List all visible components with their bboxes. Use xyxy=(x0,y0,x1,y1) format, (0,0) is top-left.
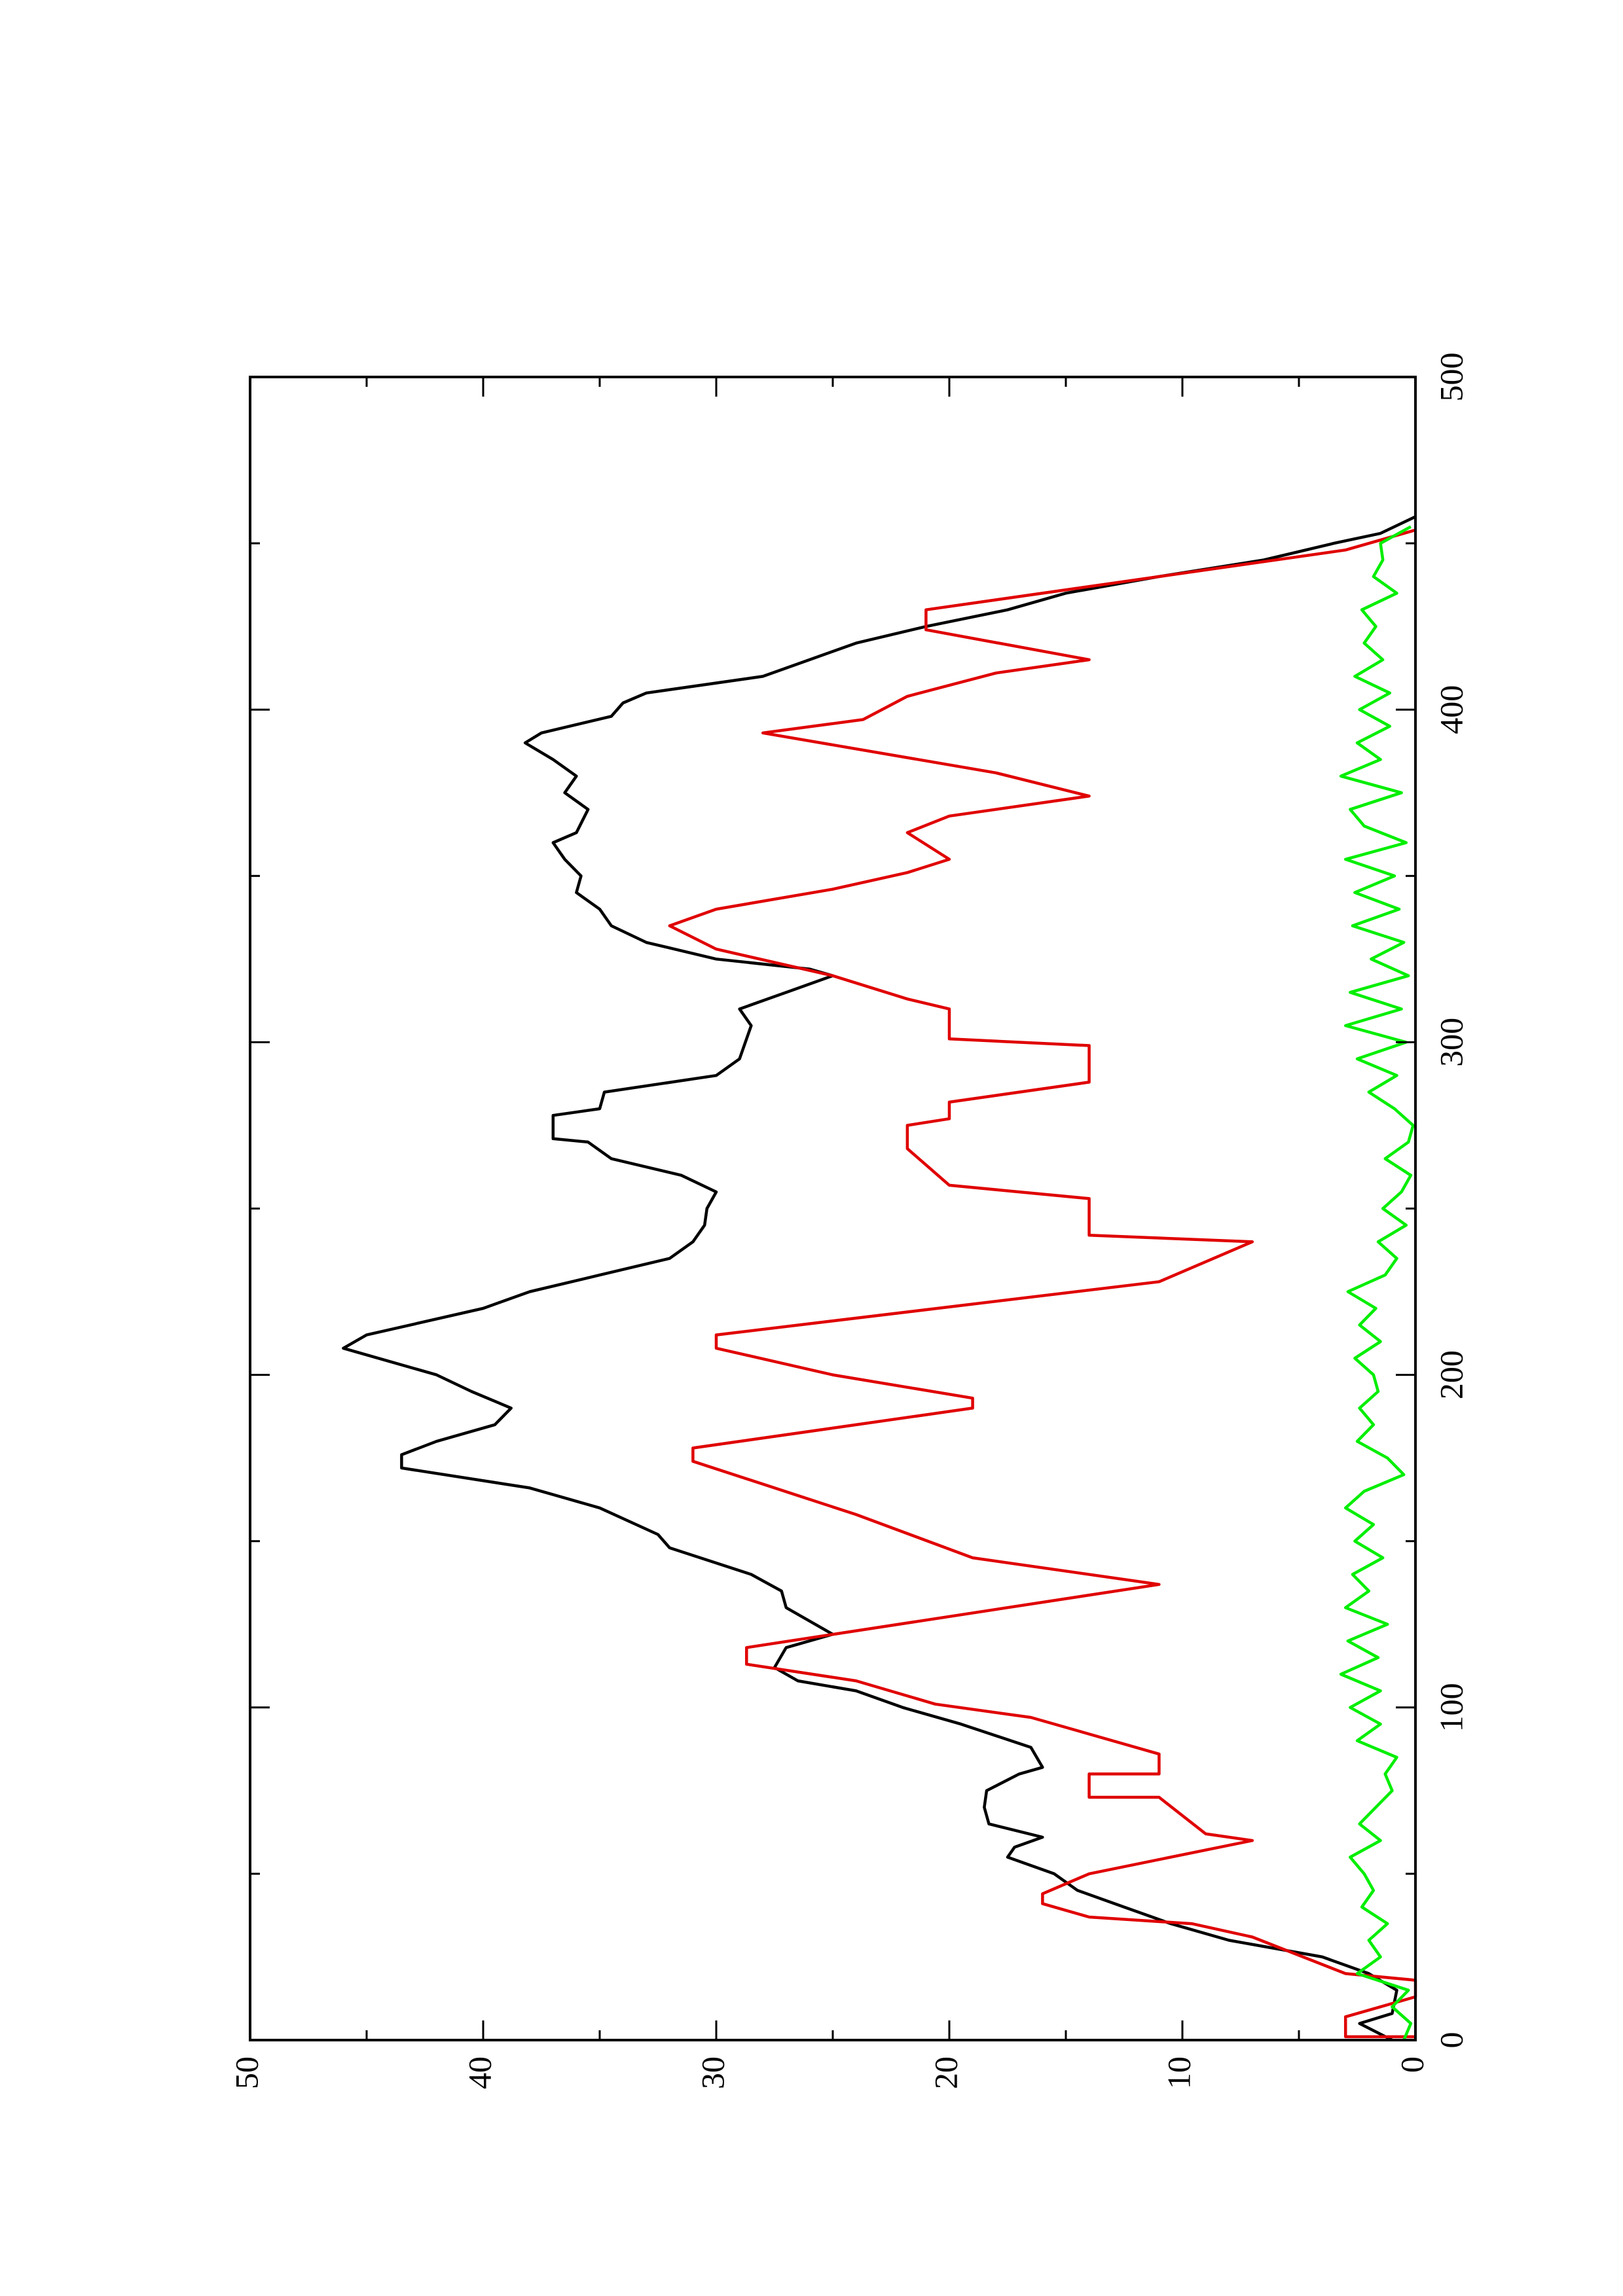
x-tick-label: 400 xyxy=(1432,685,1469,734)
plot-frame xyxy=(249,376,1417,2041)
x-tick-label: 0 xyxy=(1432,2032,1469,2049)
y-tick-label: 40 xyxy=(461,2056,498,2089)
y-tick-label: 0 xyxy=(1393,2056,1430,2073)
y-tick-label: 50 xyxy=(228,2056,264,2089)
x-tick-label: 200 xyxy=(1432,1350,1469,1399)
data-line xyxy=(1339,525,1415,2041)
x-tick-label: 300 xyxy=(1432,1018,1469,1067)
data-line xyxy=(668,528,1417,2039)
x-tick-label: 500 xyxy=(1432,353,1469,402)
y-tick-label: 20 xyxy=(927,2056,964,2089)
data-line xyxy=(342,515,1416,2042)
y-tick-label: 30 xyxy=(694,2056,731,2089)
y-tick-label: 10 xyxy=(1160,2056,1197,2089)
plot-area: 0 100 200 300 400 500 0 10 20 30 40 50 xyxy=(228,353,1469,2090)
x-tick-label: 100 xyxy=(1432,1683,1469,1732)
